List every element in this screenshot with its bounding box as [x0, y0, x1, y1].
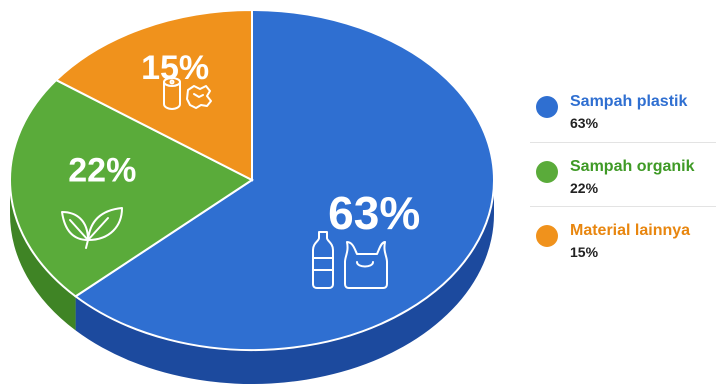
slice-label-lainnya: 15%: [141, 49, 209, 87]
legend-value-organik: 22%: [570, 180, 599, 196]
slice-side-organik: [10, 180, 76, 331]
legend-item-plastik: Sampah plastik 63%: [530, 78, 716, 142]
legend-value-lainnya: 15%: [570, 244, 599, 260]
bottle-and-bag-icon: [312, 231, 388, 289]
legend-label-lainnya: Material lainnya: [570, 222, 691, 239]
slice-label-organik: 22%: [68, 152, 136, 190]
slice-label-plastik: 63%: [328, 187, 420, 239]
slice-side-plastik: [75, 180, 494, 385]
pie-chart-svg: 63% 22% 15%: [9, 8, 495, 385]
legend: Sampah plastik 63% Sampah organik 22% Ma…: [530, 78, 716, 270]
slice-organik: [9, 78, 254, 298]
legend-swatch-lainnya: [536, 225, 558, 247]
legend-label-organik: Sampah organik: [570, 158, 695, 175]
legend-swatch-organik: [536, 161, 558, 183]
legend-item-lainnya: Material lainnya 15%: [530, 206, 716, 270]
legend-label-plastik: Sampah plastik: [570, 93, 688, 110]
slice-plastik: [73, 8, 495, 351]
pie-chart: 63% 22% 15%: [9, 8, 495, 385]
legend-item-organik: Sampah organik 22%: [530, 142, 716, 206]
roll-and-crumpled-paper-icon: [163, 77, 212, 110]
legend-swatch-plastik: [536, 96, 558, 118]
legend-value-plastik: 63%: [570, 115, 599, 131]
slice-lainnya: [54, 8, 253, 182]
leaves-icon: [61, 207, 123, 249]
